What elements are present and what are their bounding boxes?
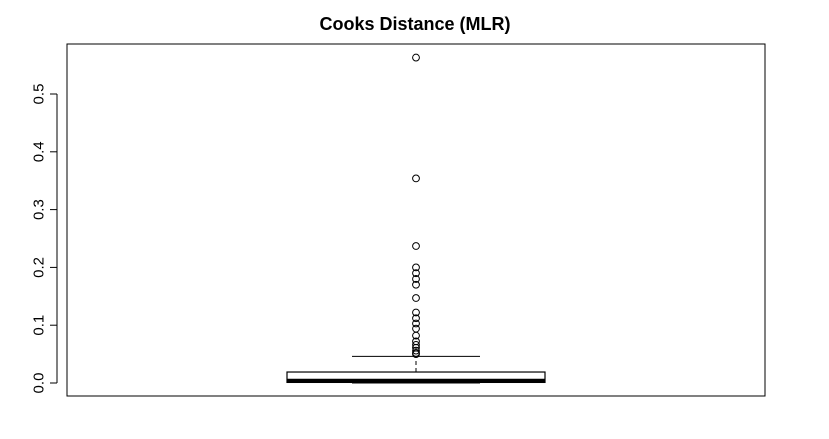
outlier-point [412,275,420,283]
outlier-point [412,263,420,272]
y-tick-label: 0.2 [31,257,48,278]
boxplot-box-group [286,355,546,384]
y-tick-label: 0.0 [31,373,48,394]
outlier-point [412,294,420,302]
outlier-point [412,53,420,62]
outlier-point [412,331,420,340]
outlier-point [412,269,420,278]
outlier-point [412,324,420,333]
chart-title: Cooks Distance (MLR) [319,14,510,34]
y-tick-label: 0.5 [31,84,48,105]
outlier-point [412,340,420,349]
outlier-point [412,350,420,359]
outlier-point [412,346,420,355]
outlier-points [412,53,420,359]
y-tick-label: 0.1 [31,315,48,336]
outlier-point [412,308,420,317]
outlier-point [412,242,420,250]
y-tick-label: 0.3 [31,199,48,220]
y-axis: 0.0 0.1 0.2 0.3 0.4 0.5 [31,84,58,394]
y-tick-label: 0.4 [31,141,48,162]
plot-frame [66,43,766,397]
outlier-point [412,314,420,323]
outlier-point [412,174,420,183]
outlier-point [412,319,420,328]
outlier-point [412,280,420,289]
